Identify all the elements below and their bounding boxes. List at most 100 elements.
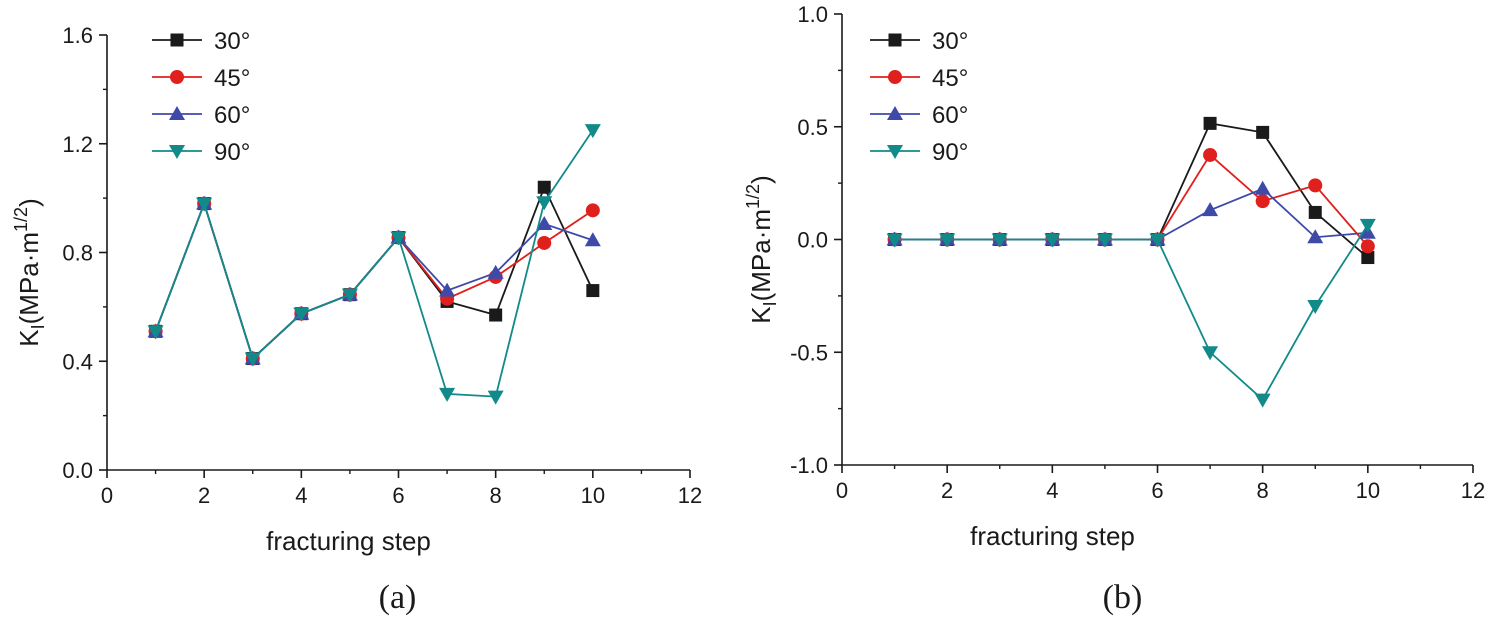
panel-a-data-point <box>244 352 261 367</box>
panel-b-data-point <box>1307 229 1324 244</box>
panel-b-y-tick-label: 0.5 <box>797 115 828 140</box>
panel-a-y-label-k: K <box>14 329 44 347</box>
panel-a-legend-label: 30° <box>214 28 250 55</box>
panel-b-legend-marker <box>887 106 903 120</box>
panel-a-legend-label: 90° <box>214 139 250 166</box>
panel-a-y-label-sup: 1/2 <box>11 207 31 232</box>
panel-a-data-point <box>196 197 213 212</box>
panel-b-data-point <box>1359 218 1376 233</box>
panel-b-y-tick-label: 1.0 <box>797 2 828 27</box>
panel-a-series-line <box>154 200 594 361</box>
panel-a-data-point <box>536 196 553 211</box>
panel-a-series-2 <box>147 195 601 365</box>
panel-a-data-point <box>487 390 504 405</box>
panel-b-data-point <box>1096 233 1113 248</box>
panel-b-y-tick-label: -0.5 <box>790 340 828 365</box>
panel-a-y-label-unit: (MPa·m <box>14 232 44 324</box>
panel-a-data-point <box>586 284 600 298</box>
panel-a-legend: 30° 45° 60° 90° <box>152 28 250 166</box>
panel-b-y-label-sub: I <box>760 301 780 306</box>
panel-b-y-tick-label: 0.0 <box>797 228 828 253</box>
panel-a-y-label-sub: I <box>28 324 48 329</box>
panel-a-legend-label: 45° <box>214 65 250 92</box>
panel-a-y-tick-label: 0.8 <box>62 241 93 266</box>
panel-a-y-tick-label: 0.0 <box>62 458 93 483</box>
panel-a-series-line <box>154 200 594 361</box>
panel-a-data-point <box>439 282 456 297</box>
panel-a-y-tick-label: 0.4 <box>62 349 93 374</box>
panel-a-x-tick-label: 6 <box>392 483 404 508</box>
panel-a-y-axis-label: KI(MPa·m1/2) <box>11 198 48 347</box>
panel-b-legend-marker <box>888 70 902 84</box>
panel-b-legend-label: 90° <box>932 139 968 166</box>
panel-a-x-tick-label: 0 <box>101 483 113 508</box>
panel-b-data-point <box>1254 180 1271 195</box>
panel-a-data-point <box>147 325 164 340</box>
panel-b-data-point <box>886 233 903 248</box>
panel-a-data-point <box>585 203 600 218</box>
panel-b-data-point <box>1044 233 1061 248</box>
panel-a: 0 2 4 6 8 10 12 0.0 0.4 0.8 1.2 1.6 fracturing step K… <box>11 23 702 616</box>
panel-a-y-label-close: ) <box>14 198 44 207</box>
panel-b-data-point <box>1308 205 1322 219</box>
panel-a-legend-marker <box>170 70 184 84</box>
panel-a-data-point <box>341 288 358 303</box>
panel-a-data-point <box>489 308 503 322</box>
panel-b-data-point <box>1256 125 1270 139</box>
panel-b-y-label-k: K <box>746 306 776 324</box>
panel-a-x-tick-label: 8 <box>490 483 502 508</box>
panel-a-x-tick-label: 4 <box>295 483 307 508</box>
panel-b-y-label-unit: (MPa·m <box>746 209 776 301</box>
panel-b-data-point <box>1202 202 1219 217</box>
panel-a-data-point <box>390 231 407 246</box>
panel-b-data-point <box>1203 116 1217 130</box>
panel-b-series-line <box>894 187 1368 241</box>
panel-a-legend-marker <box>170 33 184 47</box>
panel-b-legend-marker <box>888 33 902 47</box>
panel-b-legend-label: 45° <box>932 65 968 92</box>
panel-b-x-axis-label: fracturing step <box>970 521 1135 551</box>
panel-b-data-point <box>1202 346 1219 361</box>
panel-b-legend-marker <box>887 145 903 159</box>
panel-a-y-tick-label: 1.6 <box>62 23 93 48</box>
panel-b-series-line <box>894 153 1369 247</box>
panel-b-x-tick-label: 6 <box>1151 478 1163 503</box>
panel-a-panel-label: (a) <box>379 579 417 616</box>
panel-b-data-point <box>939 233 956 248</box>
panel-a-series-3 <box>147 124 601 405</box>
panel-a-legend-label: 60° <box>214 102 250 129</box>
panel-b-series-2 <box>886 180 1376 246</box>
panel-b-legend-label: 60° <box>932 102 968 129</box>
panel-a-data-point <box>584 124 601 139</box>
panel-a-legend-marker <box>169 145 185 159</box>
panel-a-x-tick-label: 10 <box>581 483 605 508</box>
panel-a-x-tick-label: 12 <box>678 483 702 508</box>
panel-a-data-point <box>487 264 504 279</box>
panel-b-x-tick-label: 10 <box>1356 478 1380 503</box>
panel-a-data-point <box>293 307 310 322</box>
panel-a-data-point <box>537 235 552 250</box>
panel-b-x-tick-label: 12 <box>1461 478 1485 503</box>
panel-a-legend-marker <box>169 106 185 120</box>
panel-b-y-axis-label: KI(MPa·m1/2) <box>743 175 780 324</box>
panel-a-data-point <box>584 232 601 247</box>
panel-b-y-tick-label: -1.0 <box>790 453 828 478</box>
panel-a-series-line <box>154 129 594 398</box>
panel-b-data-point <box>1203 147 1218 162</box>
panel-b-legend-label: 30° <box>932 28 968 55</box>
panel-b-y-label-close: ) <box>746 175 776 184</box>
panel-b-series-3 <box>886 218 1376 408</box>
panel-b-data-point <box>1254 393 1271 408</box>
panel-b-data-point <box>1361 251 1375 265</box>
panel-a-data-point <box>439 387 456 402</box>
panel-a-data-point <box>537 180 551 194</box>
panel-b-data-point <box>1149 233 1166 248</box>
panel-b-x-tick-label: 8 <box>1257 478 1269 503</box>
panel-b-data-point <box>991 233 1008 248</box>
panel-b-panel-label: (b) <box>1103 579 1143 616</box>
panel-a-x-tick-label: 2 <box>198 483 210 508</box>
panel-b-x-tick-label: 4 <box>1046 478 1058 503</box>
panel-b-series-line <box>894 224 1369 402</box>
panel-b-data-point <box>1307 300 1324 315</box>
